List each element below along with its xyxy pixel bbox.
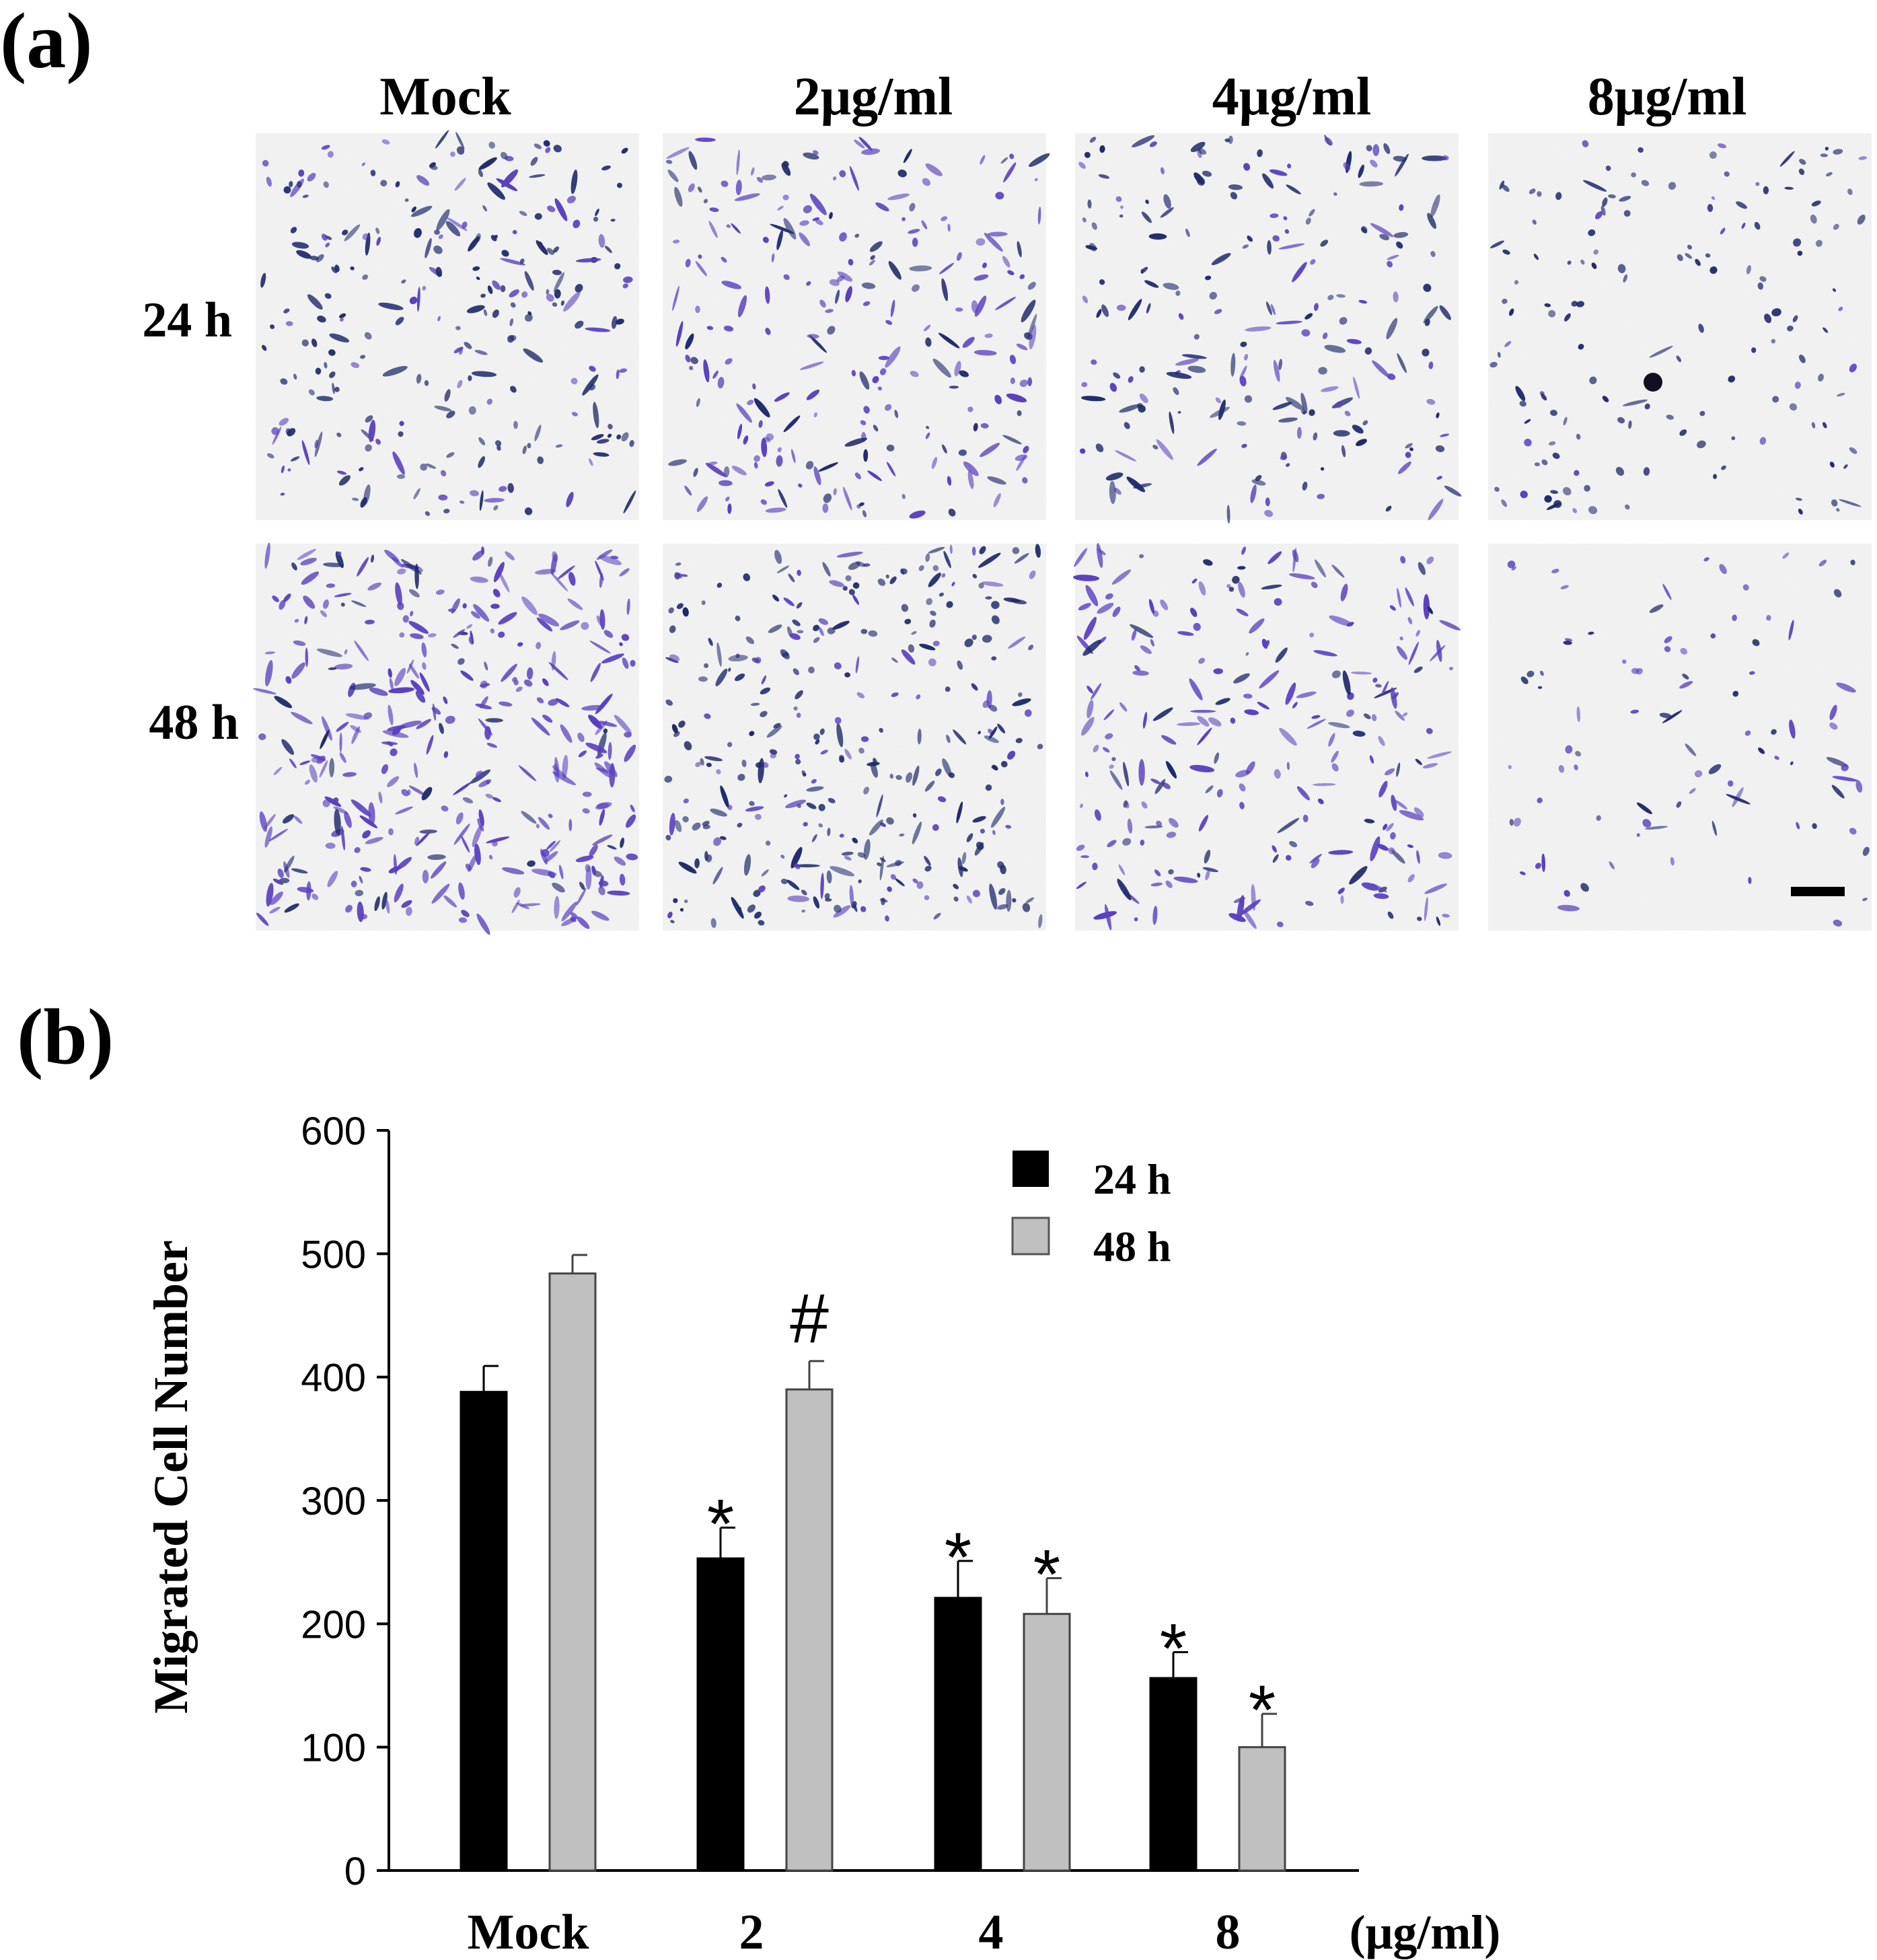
micrograph-24h-2 bbox=[663, 133, 1050, 520]
bar-48h-Mock bbox=[548, 1272, 597, 1872]
legend-label-24h: 24 h bbox=[1093, 1155, 1171, 1203]
x-tick-label-2: 2 bbox=[739, 1905, 764, 1960]
micrograph-column-labels: Mock 2μg/ml 4μg/ml 8μg/ml bbox=[379, 67, 1746, 126]
x-axis-unit: (μg/ml) bbox=[1350, 1905, 1501, 1959]
legend-swatch-48h bbox=[1011, 1217, 1050, 1256]
y-tick-label: 300 bbox=[301, 1480, 366, 1523]
bar-48h-4 bbox=[1023, 1613, 1071, 1872]
y-tick-label: 600 bbox=[301, 1110, 366, 1153]
column-label-8: 8μg/ml bbox=[1588, 67, 1746, 126]
bar-chart: Migrated Cell Number 0 100 200 300 400 500 600… bbox=[144, 1110, 1500, 1960]
bar-48h-2 bbox=[785, 1388, 834, 1872]
row-label-48h: 48 h bbox=[149, 695, 239, 750]
column-label-mock: Mock bbox=[379, 67, 511, 126]
micrograph-24h-mock bbox=[256, 130, 639, 520]
x-tick-label-8: 8 bbox=[1216, 1905, 1241, 1960]
panel-a-label: (a) bbox=[0, 0, 93, 85]
significance-asterisk: * bbox=[1160, 1610, 1187, 1688]
micrograph-48h-8 bbox=[1488, 544, 1872, 931]
legend-swatch-24h bbox=[1013, 1151, 1049, 1187]
micrograph-48h-2 bbox=[663, 544, 1046, 931]
y-axis-label: Migrated Cell Number bbox=[144, 1240, 198, 1714]
bar-48h-8 bbox=[1238, 1746, 1286, 1872]
y-ticks: 0 100 200 300 400 500 600 bbox=[301, 1110, 389, 1893]
significance-asterisk: * bbox=[707, 1485, 734, 1563]
significance-asterisk: * bbox=[945, 1519, 971, 1597]
significance-asterisk: * bbox=[1249, 1671, 1276, 1749]
panel-b-label: (b) bbox=[17, 992, 114, 1081]
micrograph-24h-4 bbox=[1075, 133, 1462, 524]
x-tick-labels: Mock 2 4 8 bbox=[468, 1905, 1241, 1960]
y-tick-label: 500 bbox=[301, 1233, 366, 1276]
x-tick-label-4: 4 bbox=[979, 1905, 1004, 1960]
y-tick-label: 0 bbox=[344, 1850, 366, 1893]
significance-asterisk: * bbox=[1033, 1536, 1060, 1614]
bar-24h-2 bbox=[696, 1557, 745, 1872]
column-label-4: 4μg/ml bbox=[1212, 67, 1371, 126]
micrograph-row-labels: 24 h 48 h bbox=[142, 293, 239, 750]
row-label-24h: 24 h bbox=[142, 293, 232, 348]
scale-bar bbox=[1791, 887, 1845, 896]
legend-label-48h: 48 h bbox=[1093, 1223, 1171, 1270]
bar-24h-Mock bbox=[459, 1391, 508, 1872]
significance-hash: # bbox=[790, 1280, 829, 1358]
bar-24h-8 bbox=[1149, 1677, 1198, 1872]
micrograph-grid bbox=[252, 130, 1872, 935]
micrograph-24h-8 bbox=[1488, 133, 1872, 520]
y-tick-label: 200 bbox=[301, 1603, 366, 1646]
bar-24h-4 bbox=[934, 1597, 982, 1872]
bars: * * * # * * bbox=[459, 1254, 1286, 1872]
x-tick-label-mock: Mock bbox=[468, 1905, 590, 1960]
micrograph-48h-4 bbox=[1072, 543, 1461, 931]
y-tick-label: 400 bbox=[301, 1356, 366, 1400]
y-tick-label: 100 bbox=[301, 1727, 366, 1770]
column-label-2: 2μg/ml bbox=[794, 67, 953, 126]
legend: 24 h 48 h bbox=[1011, 1151, 1171, 1270]
micrograph-48h-mock bbox=[252, 542, 639, 935]
